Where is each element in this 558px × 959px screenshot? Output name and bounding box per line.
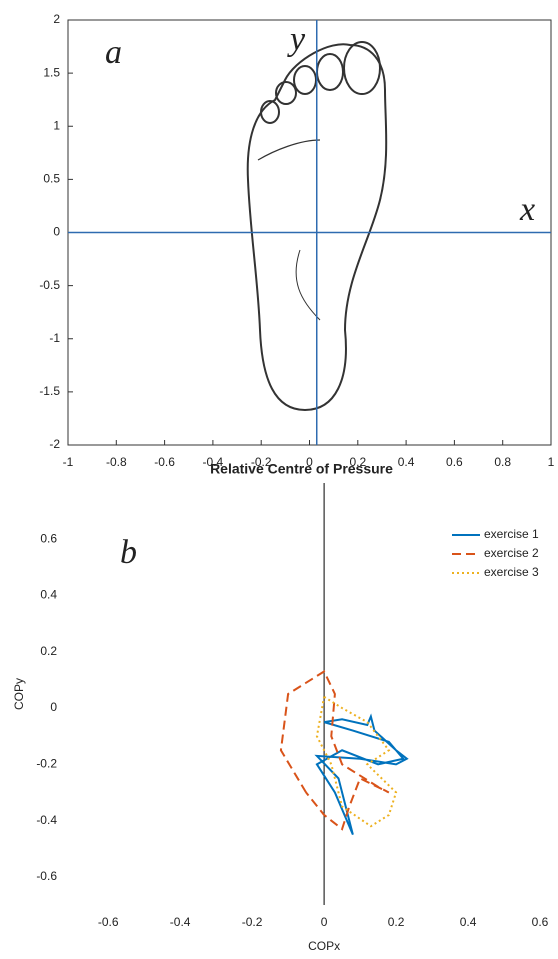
series-line [314,713,409,836]
y-tick-label: -0.6 [36,869,57,883]
y-tick-label: -0.5 [39,278,60,292]
x-tick-label: 0.8 [494,455,511,469]
legend-label: exercise 2 [484,546,539,560]
y-tick-label: 0 [53,225,60,239]
x-tick-label: 0 [306,455,313,469]
y-tick-label: 0.4 [40,588,57,602]
y-tick-label: -0.2 [36,757,57,771]
annotation: b [120,534,137,571]
annotation: y [287,21,306,58]
y-tick-label: 2 [53,12,60,26]
x-tick-label: -0.4 [203,455,224,469]
foot-drawing [246,41,388,412]
x-tick-label: -0.2 [242,915,263,929]
y-tick-label: -1 [49,331,60,345]
y-tick-label: 0.2 [40,644,57,658]
y-tick-label: 0.5 [43,172,60,186]
x-tick-label: -0.8 [106,455,127,469]
y-tick-label: 1.5 [43,65,60,79]
y-tick-label: -2 [49,437,60,451]
x-tick-label: -0.6 [98,915,119,929]
y-tick-label: 0 [50,700,57,714]
x-tick-label: -0.2 [251,455,272,469]
legend-label: exercise 3 [484,565,539,579]
legend-label: exercise 1 [484,527,539,541]
annotation: x [519,191,535,228]
series-line [315,695,398,828]
x-tick-label: -0.6 [154,455,175,469]
x-tick-label: 0.2 [349,455,366,469]
x-tick-label: -0.4 [170,915,191,929]
y-tick-label: 0.6 [40,531,57,545]
annotation: a [105,34,122,71]
x-tick-label: 0.2 [388,915,405,929]
x-tick-label: 0.6 [532,915,549,929]
y-axis-label: COPy [12,678,26,710]
chart-title: Relative Centre of Pressure [210,461,393,477]
x-tick-label: -1 [63,455,74,469]
x-axis-label: COPx [308,939,340,953]
x-tick-label: 0.4 [460,915,477,929]
x-tick-label: 0.4 [398,455,415,469]
y-tick-label: -0.4 [36,813,57,827]
series-line [279,670,390,831]
x-tick-label: 0 [321,915,328,929]
x-tick-label: 0.6 [446,455,463,469]
y-tick-label: -1.5 [39,384,60,398]
y-tick-label: 1 [53,118,60,132]
x-tick-label: 1 [548,455,555,469]
